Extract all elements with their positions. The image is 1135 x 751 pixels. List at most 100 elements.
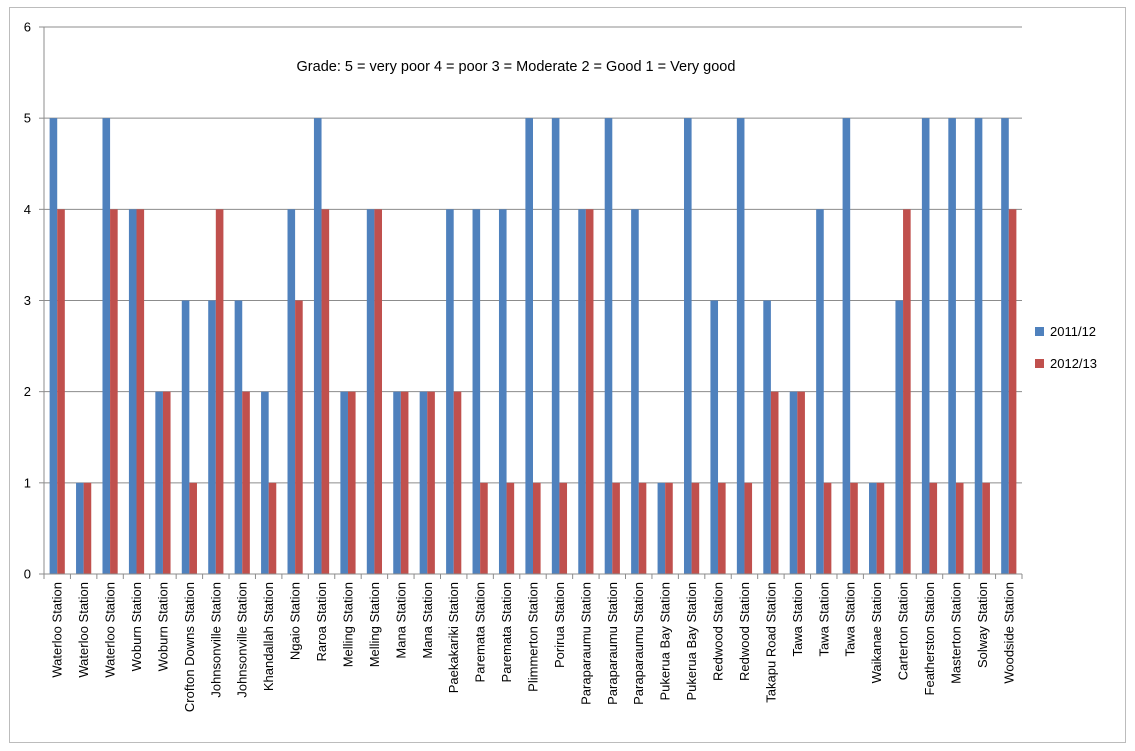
legend-label: 2012/13 bbox=[1050, 356, 1097, 371]
bar-2011-12-31 bbox=[869, 482, 877, 574]
x-tick-label: Waikanae Station bbox=[869, 582, 884, 683]
x-tick-label: Johnsonville Station bbox=[208, 582, 223, 698]
bar-2012-13-27 bbox=[770, 391, 779, 574]
bar-2011-12-29 bbox=[816, 209, 824, 575]
x-tick-label: Tawa Station bbox=[843, 582, 858, 656]
bar-2012-13-31 bbox=[876, 482, 885, 574]
bar-2012-13-33 bbox=[929, 482, 938, 574]
bar-2012-13-26 bbox=[744, 482, 753, 574]
x-tick-label: Melling Station bbox=[340, 582, 355, 667]
bar-2011-12-1 bbox=[76, 482, 84, 574]
bar-2012-13-34 bbox=[955, 482, 964, 574]
x-tick-label: Paremata Station bbox=[499, 582, 514, 682]
bar-2011-12-19 bbox=[551, 118, 560, 575]
bar-2012-13-35 bbox=[982, 482, 990, 574]
y-tick-label: 2 bbox=[24, 384, 31, 399]
bar-2011-12-5 bbox=[181, 300, 190, 574]
bar-2012-13-20 bbox=[585, 209, 594, 575]
bar-2012-13-19 bbox=[559, 482, 568, 574]
x-tick-label: Ngaio Station bbox=[288, 582, 303, 660]
bar-2011-12-6 bbox=[208, 300, 216, 574]
x-tick-label: Redwood Station bbox=[711, 582, 726, 681]
x-tick-label: Waterloo Station bbox=[76, 582, 91, 678]
bar-2012-13-12 bbox=[374, 209, 383, 575]
bar-2011-12-20 bbox=[578, 209, 586, 575]
x-tick-label: Plimmerton Station bbox=[526, 582, 541, 692]
bar-2012-13-22 bbox=[638, 482, 647, 574]
bar-2012-13-30 bbox=[850, 482, 858, 574]
legend-swatch bbox=[1035, 327, 1044, 336]
x-tick-label: Woburn Station bbox=[155, 582, 170, 671]
x-tick-label: Waterloo Station bbox=[103, 582, 118, 678]
bar-2012-13-17 bbox=[506, 482, 515, 574]
bar-2011-12-36 bbox=[1001, 118, 1009, 575]
bar-2012-13-18 bbox=[533, 482, 541, 574]
bar-2012-13-3 bbox=[136, 209, 145, 575]
legend-label: 2011/12 bbox=[1050, 324, 1096, 339]
bar-2011-12-21 bbox=[604, 118, 613, 575]
x-tick-labels: Waterloo Station Waterloo Station Waterloo… bbox=[50, 582, 1017, 712]
bar-2011-12-13 bbox=[393, 391, 401, 574]
x-tick-label: Woburn Station bbox=[129, 582, 144, 671]
legend-swatch bbox=[1035, 359, 1044, 368]
x-tick-label: Khandallah Station bbox=[261, 582, 276, 691]
bar-2012-13-23 bbox=[665, 482, 673, 574]
chart-frame bbox=[9, 7, 1126, 743]
bars bbox=[49, 118, 1017, 575]
bar-2011-12-35 bbox=[974, 118, 983, 575]
bar-2012-13-29 bbox=[823, 482, 832, 574]
bar-2011-12-7 bbox=[234, 300, 243, 574]
bar-2012-13-25 bbox=[718, 482, 726, 574]
bar-2011-12-15 bbox=[446, 209, 454, 575]
x-tick-label: Featherston Station bbox=[922, 582, 937, 695]
bar-2011-12-11 bbox=[340, 391, 348, 574]
bar-2011-12-12 bbox=[366, 209, 375, 575]
x-tick-label: Paraparaumu Station bbox=[605, 582, 620, 705]
bar-2012-13-5 bbox=[189, 482, 197, 574]
x-tick-label: Takapu Road Station bbox=[763, 582, 778, 703]
bar-2012-13-28 bbox=[797, 391, 805, 574]
bar-2011-12-14 bbox=[419, 391, 428, 574]
y-tick-label: 1 bbox=[24, 475, 31, 490]
x-tick-label: Solway Station bbox=[975, 582, 990, 668]
bar-2011-12-27 bbox=[763, 300, 771, 574]
bar-2011-12-8 bbox=[261, 391, 269, 574]
x-tick-label: Masterton Station bbox=[948, 582, 963, 684]
y-tick-label: 6 bbox=[24, 20, 31, 35]
bar-2011-12-3 bbox=[128, 209, 137, 575]
bar-2011-12-10 bbox=[313, 118, 322, 575]
bar-2011-12-25 bbox=[710, 300, 719, 574]
x-tick-label: Raroa Station bbox=[314, 582, 329, 662]
bar-2011-12-24 bbox=[683, 118, 692, 575]
x-tick-label: Tawa Station bbox=[790, 582, 805, 656]
bar-2011-12-2 bbox=[102, 118, 111, 575]
x-tick-label: Paraparaumu Station bbox=[578, 582, 593, 705]
bar-2012-13-21 bbox=[612, 482, 620, 574]
bar-2012-13-8 bbox=[268, 482, 277, 574]
bar-2011-12-16 bbox=[472, 209, 481, 575]
x-tick-label: Paraparaumu Station bbox=[631, 582, 646, 705]
bar-2011-12-33 bbox=[921, 118, 930, 575]
x-tick-label: Waterloo Station bbox=[50, 582, 65, 678]
bar-2011-12-32 bbox=[895, 300, 904, 574]
bar-2011-12-4 bbox=[155, 391, 163, 574]
bar-2012-13-24 bbox=[691, 482, 700, 574]
y-tick-labels: 0 1 2 3 4 5 6 bbox=[24, 20, 31, 582]
axes bbox=[39, 26, 1023, 579]
bar-2012-13-6 bbox=[215, 209, 224, 575]
x-tick-label: Porirua Station bbox=[552, 582, 567, 668]
bar-2012-13-15 bbox=[453, 391, 462, 574]
bar-2011-12-22 bbox=[631, 209, 639, 575]
bar-2012-13-14 bbox=[427, 391, 435, 574]
bar-2011-12-9 bbox=[287, 209, 296, 575]
x-tick-label: Paekakariki Station bbox=[446, 582, 461, 693]
x-tick-label: Redwood Station bbox=[737, 582, 752, 681]
bar-2011-12-18 bbox=[525, 118, 533, 575]
bar-2012-13-36 bbox=[1008, 209, 1017, 575]
bar-2012-13-9 bbox=[295, 300, 303, 574]
bar-2012-13-2 bbox=[110, 209, 118, 575]
x-tick-label: Mana Station bbox=[420, 582, 435, 659]
bar-2012-13-32 bbox=[903, 209, 911, 575]
bar-2011-12-26 bbox=[736, 118, 745, 575]
bar-2012-13-7 bbox=[242, 391, 250, 574]
